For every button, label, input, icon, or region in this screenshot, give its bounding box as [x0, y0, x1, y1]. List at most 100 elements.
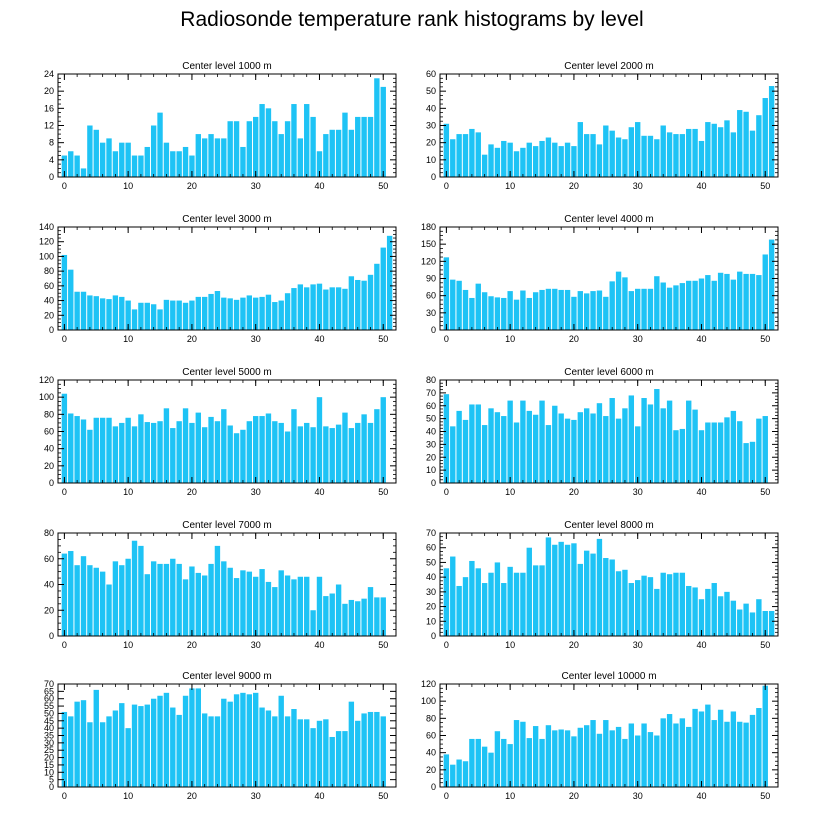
y-tick-label: 60	[44, 554, 54, 564]
y-tick-label: 150	[421, 239, 436, 249]
histogram-bar	[475, 404, 481, 483]
histogram-bar	[494, 562, 501, 636]
histogram-bar	[278, 422, 284, 483]
histogram-bar	[138, 414, 144, 483]
histogram-bar	[615, 571, 622, 636]
histogram-bar	[74, 291, 80, 330]
histogram-bar	[571, 419, 577, 483]
histogram-bar	[756, 115, 762, 177]
histogram-bar	[507, 142, 513, 177]
histogram-bar	[150, 698, 157, 787]
histogram-bar	[475, 132, 481, 177]
histogram-bar	[501, 738, 507, 787]
histogram-bar	[730, 410, 737, 483]
y-tick-label: 90	[426, 274, 436, 284]
histogram-bar	[176, 151, 182, 177]
histogram-bar	[475, 568, 481, 636]
x-tick-label: 0	[444, 640, 449, 650]
histogram-bar	[749, 130, 756, 177]
histogram-bar	[240, 297, 246, 330]
y-tick-label: 100	[39, 251, 54, 261]
histogram-bar	[125, 558, 131, 636]
histogram-bar	[705, 122, 711, 177]
histogram-bar	[532, 292, 539, 330]
chart-panel: Center level 4000 m 0 10 20 30 40 50 0 30 60 90 120…	[421, 214, 779, 344]
x-tick-label: 40	[314, 181, 324, 191]
histogram-bar	[214, 138, 221, 178]
histogram-bar	[125, 142, 131, 177]
histogram-bar	[520, 572, 526, 636]
histogram-bar	[660, 718, 666, 787]
histogram-bar	[724, 417, 730, 483]
histogram-bar	[221, 297, 227, 330]
histogram-bar	[170, 151, 176, 177]
histogram-bar	[443, 568, 450, 636]
histogram-bar	[673, 572, 679, 636]
panel-title: Center level 8000 m	[564, 520, 654, 531]
histogram-bar	[304, 104, 310, 177]
histogram-bar	[195, 688, 201, 787]
histogram-bar	[520, 721, 526, 787]
histogram-bar	[456, 410, 462, 483]
histogram-bar	[622, 139, 628, 177]
histogram-bar	[144, 146, 150, 177]
histogram-bar	[507, 400, 513, 483]
x-tick-label: 20	[187, 487, 197, 497]
chart-panel: Center level 1000 m 0 10 20 30 40 50 0 4 8 12 16 20 2…	[44, 61, 397, 191]
y-tick-label: 70	[426, 388, 436, 398]
histogram-bar	[571, 736, 577, 787]
histogram-bar	[176, 300, 182, 330]
histogram-bar	[545, 137, 552, 177]
histogram-bar	[475, 738, 481, 787]
y-tick-label: 120	[421, 679, 436, 689]
histogram-bar	[61, 553, 68, 636]
x-tick-label: 20	[569, 640, 579, 650]
y-tick-label: 12	[44, 121, 54, 131]
histogram-bar	[469, 128, 475, 177]
histogram-bar	[106, 299, 112, 330]
histogram-bar	[144, 574, 150, 636]
histogram-bar	[208, 716, 214, 787]
histogram-bar	[558, 729, 564, 787]
histogram-bar	[539, 565, 545, 636]
histogram-bar	[265, 294, 272, 330]
histogram-bar	[310, 728, 316, 787]
histogram-bar	[462, 134, 469, 177]
histogram-bar	[756, 708, 762, 787]
x-tick-label: 20	[569, 334, 579, 344]
histogram-bar	[737, 609, 743, 636]
histogram-bar	[99, 722, 106, 787]
histogram-bar	[749, 714, 756, 787]
y-tick-label: 60	[426, 401, 436, 411]
x-tick-label: 10	[123, 181, 133, 191]
histogram-bar	[221, 138, 227, 178]
histogram-bar	[577, 727, 583, 787]
histogram-bar	[106, 417, 112, 483]
histogram-bar	[756, 599, 762, 636]
histogram-bar	[68, 151, 74, 177]
histogram-bar	[316, 283, 323, 330]
histogram-bar	[291, 104, 297, 177]
histogram-bar	[361, 280, 367, 330]
histogram-bar	[698, 430, 705, 483]
histogram-bar	[654, 735, 660, 787]
x-tick-label: 20	[569, 181, 579, 191]
histogram-bar	[507, 566, 513, 636]
histogram-bar	[450, 139, 456, 177]
histogram-bar	[481, 154, 488, 177]
histogram-bar	[189, 155, 195, 177]
histogram-bar	[564, 418, 571, 484]
histogram-bar	[443, 123, 450, 177]
panel-title: Center level 6000 m	[564, 367, 654, 378]
histogram-bar	[329, 428, 335, 483]
histogram-bar	[284, 121, 291, 177]
histogram-bar	[603, 125, 609, 177]
panel-title: Center level 10000 m	[561, 671, 656, 682]
histogram-bar	[316, 720, 323, 787]
x-tick-label: 10	[505, 181, 515, 191]
x-tick-label: 40	[314, 334, 324, 344]
histogram-bar	[647, 404, 654, 483]
histogram-bar	[450, 279, 456, 330]
y-tick-label: 25	[44, 745, 54, 755]
